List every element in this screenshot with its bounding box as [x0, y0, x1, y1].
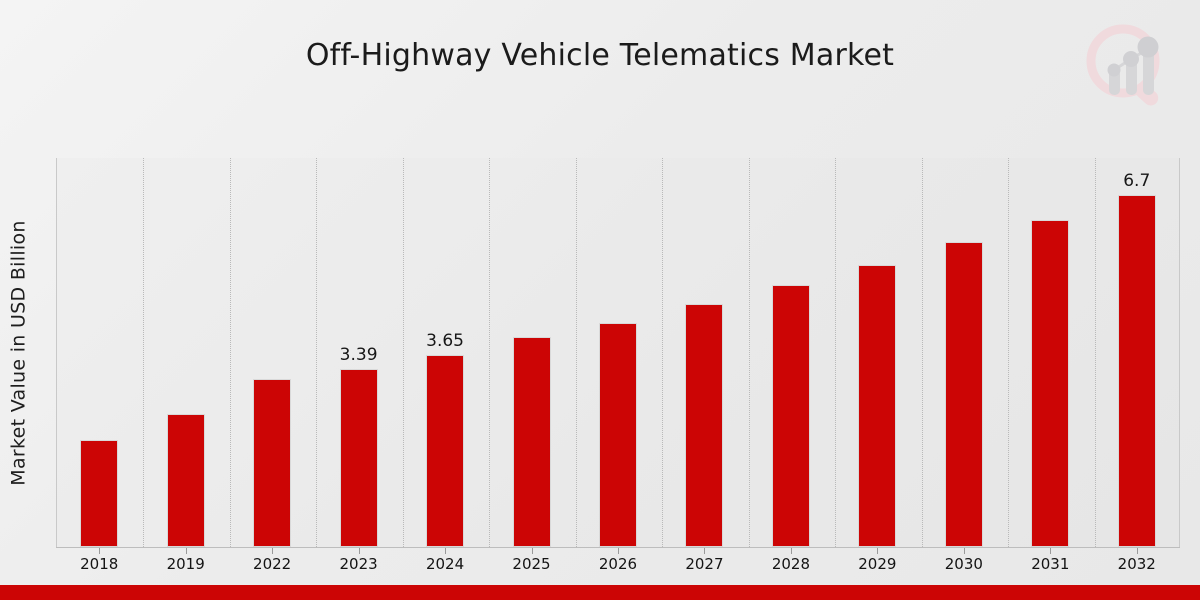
gridline: [143, 158, 145, 547]
x-axis-label-2030: 2030: [944, 555, 983, 573]
bar-2031[interactable]: [1031, 219, 1070, 547]
market-research-magnifier-logo: [1076, 16, 1180, 120]
x-axis-label-2022: 2022: [253, 555, 292, 573]
bar-2019[interactable]: [166, 414, 205, 547]
bar-2022[interactable]: [253, 379, 292, 547]
gridline: [229, 158, 232, 547]
x-axis-label-2025: 2025: [512, 555, 551, 573]
bar-2024[interactable]: [426, 355, 465, 547]
bar-group[interactable]: 3.65: [402, 158, 488, 547]
bar-2030[interactable]: [944, 242, 983, 547]
y-axis-title: Market Value in USD Billion: [2, 158, 36, 548]
gridline: [575, 158, 578, 547]
bar-2032[interactable]: [1117, 194, 1156, 547]
bar-group[interactable]: 6.7: [1094, 158, 1180, 547]
x-axis-label-2026: 2026: [598, 555, 638, 573]
bar-group[interactable]: [834, 158, 920, 547]
x-tick: [185, 548, 187, 554]
bar-group[interactable]: [488, 158, 574, 547]
x-axis-label-2023: 2023: [339, 555, 378, 573]
x-tick: [272, 548, 274, 554]
footer-accent-bar: [0, 585, 1200, 600]
x-axis-label-2029: 2029: [858, 555, 897, 573]
bar-2023[interactable]: [339, 368, 378, 547]
gridline: [489, 158, 491, 547]
bar-2029[interactable]: [858, 265, 897, 547]
bar-value-label-2023: 3.39: [339, 344, 378, 365]
gridline: [921, 158, 924, 547]
x-axis-label-2019: 2019: [166, 555, 205, 573]
bar-group[interactable]: [661, 158, 747, 547]
bar-group[interactable]: [575, 158, 661, 547]
x-tick: [877, 548, 879, 554]
bar-group[interactable]: [229, 158, 315, 547]
gridline: [1008, 158, 1010, 547]
x-tick: [618, 548, 619, 554]
bar-group[interactable]: [921, 158, 1007, 547]
gridline: [748, 158, 751, 547]
bar-value-label-2024: 3.65: [426, 331, 464, 352]
bar-group[interactable]: [1007, 158, 1093, 547]
x-axis-label-2027: 2027: [685, 555, 724, 573]
x-axis-labels: 2018 2019 2022 2023 2024 2025 2026 2027 2028 2029…: [56, 548, 1180, 578]
page-title: Off-Highway Vehicle Telematics Market: [305, 38, 895, 73]
x-axis-label-2032: 2032: [1117, 555, 1156, 573]
gridline: [835, 158, 837, 547]
x-tick: [1136, 548, 1138, 554]
bar-group[interactable]: [142, 158, 228, 547]
bar-2028[interactable]: [771, 285, 810, 547]
x-tick: [790, 548, 792, 554]
x-tick: [963, 548, 965, 554]
x-tick: [531, 548, 533, 554]
bar-group[interactable]: [748, 158, 834, 547]
y-axis-title-text: Market Value in USD Billion: [8, 220, 31, 486]
bar-value-label-2032: 6.7: [1123, 170, 1151, 191]
x-axis-label-2018: 2018: [80, 555, 119, 573]
bar-2025[interactable]: [512, 336, 551, 547]
gridline: [1094, 158, 1097, 547]
x-tick: [1050, 548, 1052, 554]
bar-group[interactable]: 3.39: [315, 158, 401, 547]
x-axis-label-2024: 2024: [425, 555, 465, 573]
bar-2027[interactable]: [685, 304, 724, 547]
bars-layer: 3.39 3.65 6.7: [56, 158, 1180, 547]
x-tick: [358, 548, 360, 554]
x-axis-line: [56, 547, 1180, 548]
bar-2018[interactable]: [80, 440, 119, 547]
bar-group[interactable]: [56, 158, 142, 547]
x-tick: [704, 548, 706, 554]
x-tick: [99, 548, 101, 554]
gridline: [316, 158, 318, 547]
x-axis-label-2028: 2028: [771, 555, 810, 573]
x-axis-label-2031: 2031: [1031, 555, 1070, 573]
bar-2026[interactable]: [598, 323, 637, 547]
bar-chart-icon: [1107, 36, 1159, 95]
gridline: [402, 158, 405, 547]
gridline: [662, 158, 664, 547]
x-tick: [445, 548, 447, 554]
